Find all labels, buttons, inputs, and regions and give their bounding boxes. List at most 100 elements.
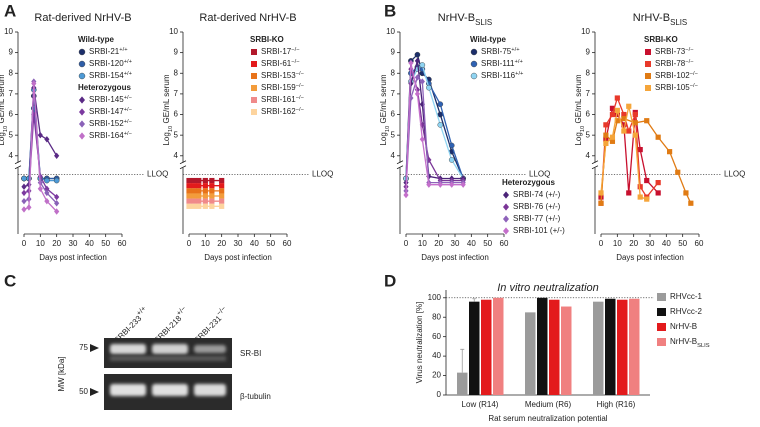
point <box>186 198 192 204</box>
y-axis-label-part: GE/mL serum <box>379 74 388 126</box>
point <box>219 203 225 209</box>
legend-label: SRBI-111+/+ <box>481 59 523 69</box>
axis-break <box>14 165 22 170</box>
axis-break <box>14 160 22 165</box>
point <box>186 188 192 194</box>
chart-title: NrHV-BSLIS <box>633 12 687 27</box>
y-axis-label-part: GE/mL serum <box>574 74 583 126</box>
point <box>408 59 414 67</box>
y-tick-label: 6 <box>9 110 14 119</box>
y-axis-label: Log10 GE/mL serum <box>162 74 173 145</box>
point <box>655 190 661 196</box>
legend-label-part: −/− <box>685 47 694 53</box>
x-tick-label: 50 <box>678 239 687 248</box>
legend-marker <box>251 61 257 67</box>
point <box>626 190 632 196</box>
legend-swatch <box>657 323 666 331</box>
chart-title: NrHV-BSLIS <box>438 12 492 27</box>
y-axis-label: Log10 GE/mL serum <box>0 74 9 145</box>
point <box>21 197 27 205</box>
y-axis-label: Virus neutralization [%] <box>415 302 424 384</box>
mw-marker: 75 <box>79 343 88 352</box>
x-tick-label: 10 <box>201 239 210 248</box>
point <box>21 206 27 213</box>
point <box>598 200 604 206</box>
x-tick-label: 40 <box>467 239 476 248</box>
y-tick-label: 60 <box>432 332 441 341</box>
y-tick-label: 8 <box>391 68 396 77</box>
legend-marker <box>78 60 86 68</box>
point <box>632 111 638 118</box>
panel-label: C <box>4 271 16 290</box>
legend-marker <box>79 132 85 140</box>
legend-marker <box>251 109 257 115</box>
legend-marker <box>645 73 651 79</box>
x-tick-label: 0 <box>22 239 27 248</box>
legend-label: SRBI-102−/− <box>655 71 699 81</box>
point <box>614 111 620 118</box>
legend-marker <box>645 85 651 91</box>
y-tick-label: 9 <box>391 48 396 57</box>
axis-break <box>179 165 187 170</box>
y-tick-label: 4 <box>174 151 179 160</box>
point <box>186 203 192 209</box>
legend-label: SRBI-164+/− <box>89 131 133 141</box>
y-tick-label: 9 <box>174 48 179 57</box>
legend-swatch <box>657 293 666 301</box>
point <box>53 177 60 184</box>
legend-group-title: SRBI-KO <box>644 35 678 44</box>
point <box>603 132 609 138</box>
legend-marker <box>470 60 478 68</box>
y-axis-label-part: Log <box>379 132 388 145</box>
legend-label-part: SRBI-111 <box>481 59 515 68</box>
x-tick-label: 40 <box>250 239 259 248</box>
legend-label-part: SRBI-147 <box>89 107 124 116</box>
x-tick-label: 50 <box>101 239 110 248</box>
point <box>437 181 443 188</box>
series-line <box>405 66 464 179</box>
bar <box>593 301 604 395</box>
x-tick-label: 0 <box>187 239 192 248</box>
legend-marker <box>251 49 257 55</box>
point <box>209 188 215 194</box>
x-tick-label: 40 <box>85 239 94 248</box>
point <box>191 183 197 189</box>
series-line <box>600 106 659 198</box>
point <box>655 180 661 186</box>
point <box>37 185 43 192</box>
point <box>437 122 444 128</box>
x-tick-label: 20 <box>52 239 61 248</box>
y-axis-label-part: 10 <box>3 126 9 132</box>
point <box>219 183 225 189</box>
point <box>644 196 650 202</box>
lloq-label: LLOQ <box>529 169 550 178</box>
point <box>637 184 643 190</box>
point <box>598 190 604 196</box>
legend-label-part: SRBI-77 (+/-) <box>513 214 561 223</box>
x-tick-label: 50 <box>483 239 492 248</box>
point <box>675 169 681 175</box>
axis-break <box>179 160 187 165</box>
legend-label-part: NrHV-B <box>670 337 697 346</box>
blot-y-label: MW [kDa] <box>57 356 66 391</box>
point <box>202 177 208 184</box>
point <box>621 116 627 122</box>
legend-marker <box>79 96 85 104</box>
legend-label-part: SRBI-74 (+/-) <box>513 190 561 199</box>
error-bar <box>460 348 465 373</box>
legend-label-part: +/+ <box>511 47 520 53</box>
y-axis-label-part: 10 <box>580 126 586 132</box>
x-tick-label: 30 <box>69 239 78 248</box>
x-tick-label: 10 <box>613 239 622 248</box>
point <box>603 122 609 128</box>
y-tick-label: 7 <box>586 89 591 98</box>
legend-label-part: SRBI-101 (+/-) <box>513 226 565 235</box>
legend-label: SRBI-145+/− <box>89 95 133 105</box>
legend-label-part: SRBI-105 <box>655 83 690 92</box>
x-axis-label: Days post infection <box>421 253 489 262</box>
point <box>54 152 60 159</box>
y-axis-label: Log10 GE/mL serum <box>379 74 390 145</box>
x-tick-label: 30 <box>451 239 460 248</box>
axis-break <box>591 160 599 165</box>
point <box>655 134 661 140</box>
